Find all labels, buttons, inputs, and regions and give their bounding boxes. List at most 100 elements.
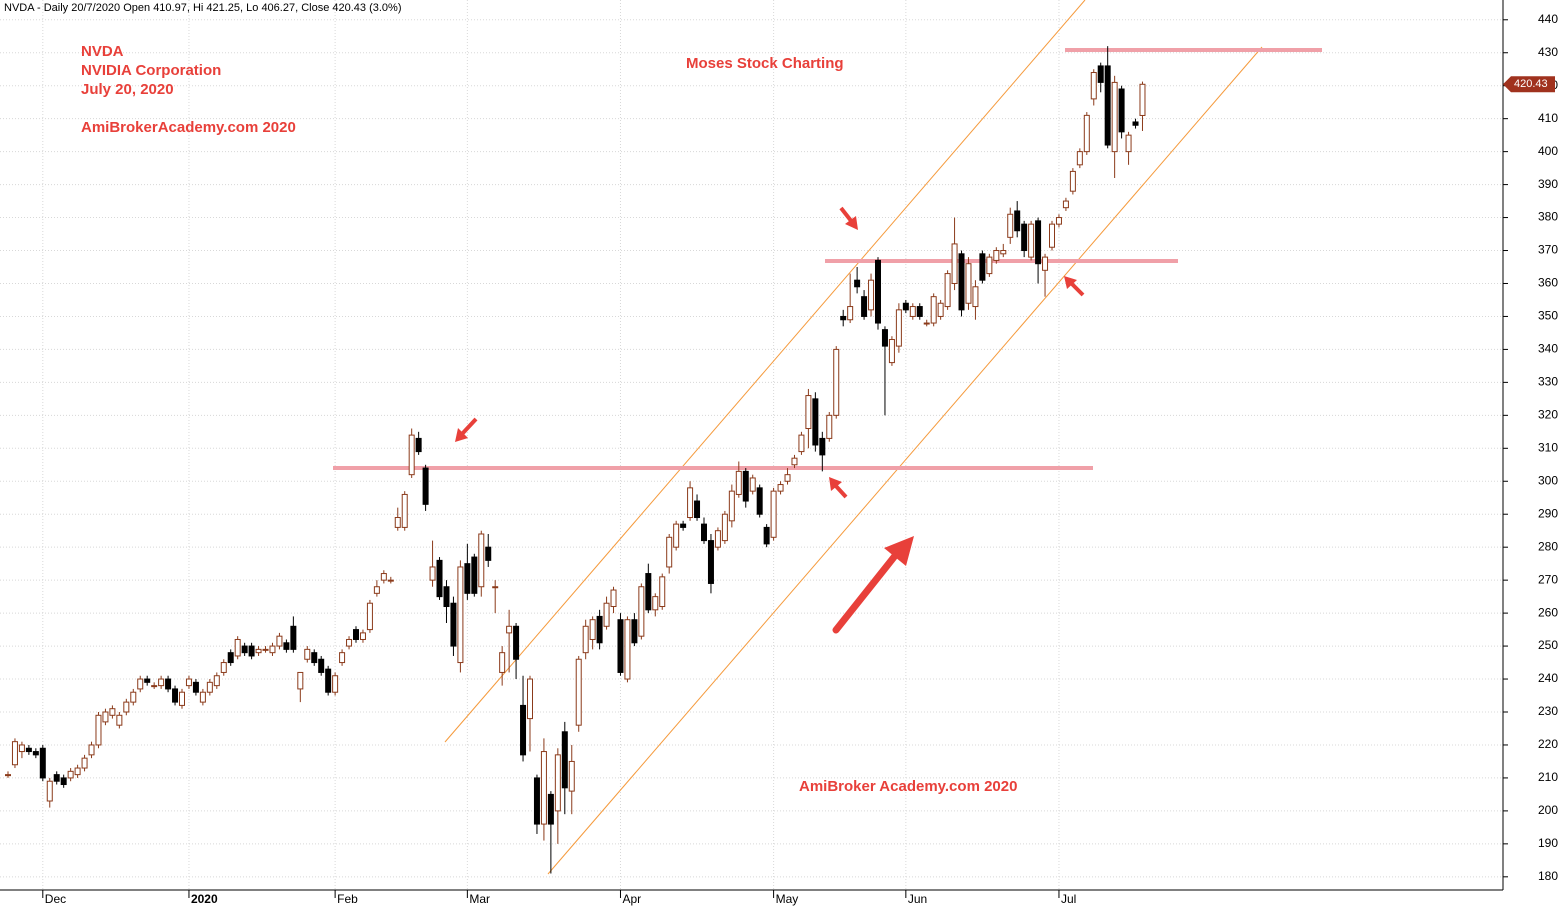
candle-body (492, 586, 499, 589)
channel-upper (444, 0, 1086, 743)
candle-body (60, 777, 67, 786)
candle-body (88, 744, 95, 756)
candle-body (728, 490, 735, 522)
candle-body (527, 678, 533, 720)
candle-body (39, 747, 46, 779)
candle-body (269, 645, 276, 654)
x-tick-label: Apr (622, 892, 641, 906)
annotation: AmiBrokerAcademy.com 2020 (81, 119, 296, 136)
candle-body (1132, 121, 1139, 126)
channel-lower (547, 46, 1263, 875)
candle-body (861, 296, 868, 317)
candle-body (248, 645, 255, 657)
candle-body (749, 477, 756, 492)
candle-body (297, 671, 304, 690)
candle-body (909, 306, 916, 317)
candles (5, 46, 1146, 874)
candle-body (179, 691, 185, 706)
candle-body (513, 625, 520, 660)
candle-body (652, 596, 659, 611)
candle-body (1062, 200, 1069, 209)
candle-body (130, 691, 137, 703)
x-tick-label: May (776, 892, 799, 906)
candle-body (875, 259, 881, 324)
candle-body (220, 662, 227, 673)
candle-body (46, 780, 53, 802)
candle-body (95, 714, 102, 746)
candle-body (429, 566, 436, 581)
candle-body (993, 250, 1000, 261)
candle-body (1028, 223, 1035, 258)
candle-body (756, 487, 763, 515)
candle-body (1083, 114, 1090, 153)
candle-body (930, 296, 937, 324)
candle-body (596, 615, 603, 644)
candle-body (116, 714, 123, 726)
annotation: NVDA (81, 43, 124, 60)
candle-body (464, 563, 471, 594)
candle-body (916, 306, 923, 317)
candle-body (624, 619, 631, 680)
candle-body (457, 566, 464, 664)
candle-body (1007, 213, 1014, 238)
y-tick-label: 280 (1538, 539, 1558, 553)
candle-body (1055, 217, 1062, 225)
y-tick-label: 440 (1538, 12, 1558, 26)
candle-body (408, 434, 415, 476)
candle-body (332, 675, 339, 693)
candle-body (986, 256, 993, 275)
candle-body (561, 731, 568, 789)
candle-body (380, 573, 387, 581)
candle-body (206, 681, 213, 693)
candle-body (1000, 250, 1007, 255)
candle-body (32, 751, 39, 756)
y-tick-label: 240 (1538, 671, 1558, 685)
last-price-box (1503, 76, 1555, 93)
candle-body (81, 757, 88, 769)
last-price-label: 420.43 (1514, 78, 1548, 90)
candle-body (631, 619, 638, 644)
candle-body (366, 602, 373, 631)
candle-body (415, 437, 422, 453)
candle-body (603, 602, 610, 627)
y-tick-label: 220 (1538, 737, 1558, 751)
x-tick-label: Jul (1061, 892, 1076, 906)
y-tick-label: 310 (1538, 440, 1558, 454)
y-tick-label: 320 (1538, 408, 1558, 422)
candle-body (554, 754, 561, 812)
candle-body (582, 625, 589, 654)
candle-body (471, 556, 478, 594)
y-tick-label: 370 (1538, 243, 1558, 257)
candle-body (276, 635, 283, 647)
candle-body (784, 474, 791, 482)
candle-body (422, 467, 429, 505)
y-tick-label: 350 (1538, 309, 1558, 323)
candle-body (707, 540, 714, 584)
candle-body (1069, 170, 1076, 192)
candle-body (346, 638, 353, 647)
candle-body (951, 243, 958, 284)
candle-body (1042, 256, 1049, 271)
candle-body (18, 744, 25, 753)
candle-body (172, 688, 179, 703)
candle-body (401, 493, 408, 528)
candle-body (478, 533, 485, 588)
arrows (455, 206, 1085, 634)
candle-body (1118, 88, 1125, 133)
chart-title: NVDA - Daily 20/7/2020 Open 410.97, Hi 4… (4, 2, 401, 14)
candle-body (5, 774, 11, 777)
candle-body (199, 691, 206, 703)
candle-body (74, 767, 81, 776)
candle-body (847, 306, 854, 321)
candle-body (255, 648, 262, 654)
y-tick-label: 200 (1538, 803, 1558, 817)
candle-body (520, 704, 527, 756)
candle-body (547, 793, 554, 825)
candle-body (1139, 83, 1146, 116)
candle-body (1049, 223, 1055, 248)
candle-body (791, 457, 798, 466)
y-tick-label: 410 (1538, 111, 1558, 125)
candle-body (450, 602, 457, 647)
candle-body (290, 625, 297, 650)
